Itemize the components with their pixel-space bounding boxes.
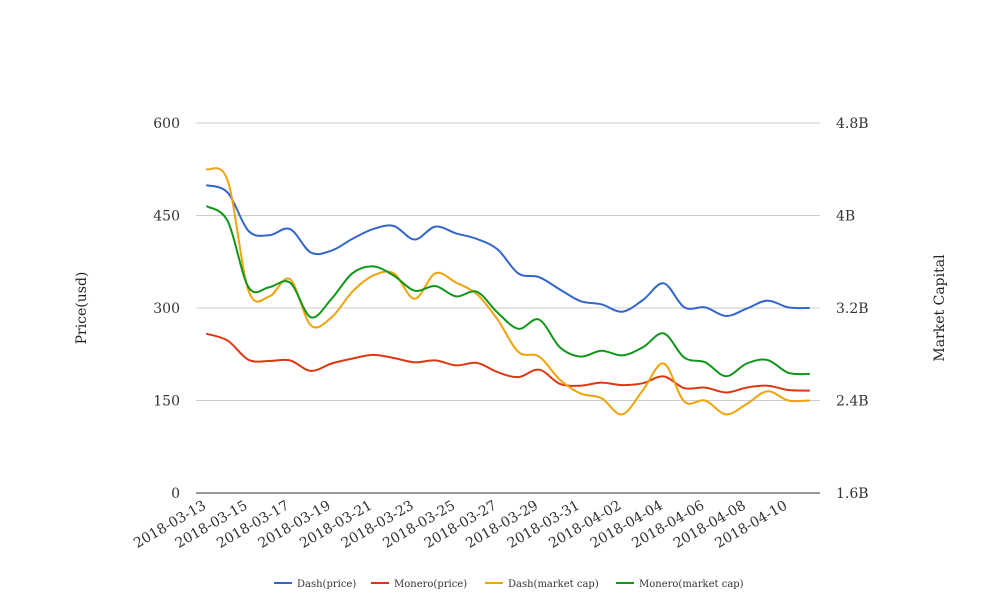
left-y-tick-label: 300 — [153, 301, 180, 317]
right-y-tick-label: 4B — [836, 209, 855, 225]
right-axis-title: Market Capital — [932, 254, 948, 362]
left-y-tick-label: 150 — [153, 394, 180, 410]
gridlines — [196, 122, 820, 401]
legend-label-dash-market-cap: Dash(market cap) — [508, 579, 599, 590]
legend-label-monero-price: Monero(price) — [394, 579, 467, 590]
series-lines — [206, 167, 810, 416]
right-y-tick-label: 1.6B — [836, 486, 869, 502]
left-y-axis-ticks: 0 150 300 450 600 — [153, 116, 180, 502]
x-axis-ticks: 2018-03-132018-03-152018-03-172018-03-19… — [131, 498, 790, 552]
right-y-tick-label: 4.8B — [836, 116, 869, 132]
left-axis-title: Price(usd) — [74, 272, 90, 345]
right-y-tick-label: 2.4B — [836, 394, 869, 410]
right-y-axis-ticks: 1.6B 2.4B 3.2B 4B 4.8B — [836, 116, 869, 502]
series-line-monero-market-cap — [206, 205, 810, 378]
left-y-tick-label: 600 — [153, 116, 180, 132]
legend: Dash(price) Monero(price) Dash(market cap)… — [274, 579, 744, 590]
legend-label-dash-price: Dash(price) — [297, 579, 356, 590]
series-line-dash-price — [206, 184, 810, 318]
series-line-monero-price — [206, 332, 810, 394]
legend-label-monero-market-cap: Monero(market cap) — [639, 579, 744, 590]
right-y-tick-label: 3.2B — [836, 301, 869, 317]
left-y-tick-label: 450 — [153, 209, 180, 225]
left-y-tick-label: 0 — [171, 486, 180, 502]
series-line-dash-market-cap — [206, 167, 810, 416]
